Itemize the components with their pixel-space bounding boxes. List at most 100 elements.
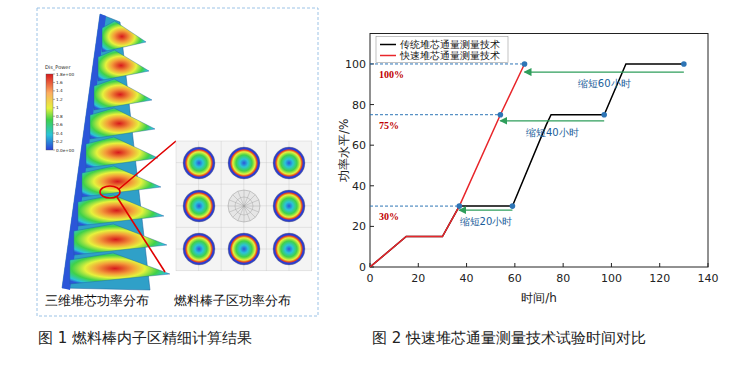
key-point xyxy=(498,112,504,118)
fuel-rod xyxy=(183,190,215,222)
core-slab xyxy=(78,195,164,226)
colorbar-tick xyxy=(53,150,55,151)
key-point xyxy=(510,203,516,209)
key-point xyxy=(601,112,607,118)
colorbar xyxy=(46,74,53,150)
x-tick xyxy=(708,263,709,267)
arrow-label: 缩短60小时 xyxy=(578,78,631,89)
core-slab xyxy=(90,108,155,139)
y-axis-label: 功率水平/% xyxy=(337,119,351,182)
core-slab xyxy=(82,166,161,197)
colorbar-tick-label: 0.8 xyxy=(56,114,63,119)
core-slab xyxy=(102,21,146,52)
colorbar-tick-label: 0.2 xyxy=(56,139,63,144)
reference-label: 75% xyxy=(379,120,399,131)
colorbar-tick-label: 1.4 xyxy=(56,88,63,93)
mesh-line xyxy=(233,206,244,217)
x-tick-label: 120 xyxy=(649,272,670,285)
core-slab xyxy=(98,50,149,81)
arrow-label: 缩短40小时 xyxy=(526,127,579,138)
panel-label: 三维堆芯功率分布 xyxy=(45,293,149,308)
colorbar-tick xyxy=(53,141,55,142)
key-point xyxy=(681,61,687,67)
colorbar-tick-label: 0.6 xyxy=(56,122,63,127)
fuel-rod xyxy=(273,233,305,265)
caption: 图 2 快速堆芯通量测量技术试验时间对比 xyxy=(372,329,646,347)
x-tick xyxy=(563,263,564,267)
core-slab xyxy=(94,79,152,110)
colorbar-tick-label: 1.8e+00 xyxy=(56,72,74,77)
inset xyxy=(176,141,312,271)
reference-label: 100% xyxy=(379,69,404,80)
x-tick-label: 40 xyxy=(460,272,474,285)
panel-border xyxy=(37,8,318,316)
colorbar-tick xyxy=(53,133,55,134)
y-tick xyxy=(370,226,374,227)
caption: 图 1 燃料棒内子区精细计算结果 xyxy=(38,329,252,347)
y-tick-label: 40 xyxy=(352,180,366,193)
guide-tube xyxy=(228,190,260,222)
legend xyxy=(376,37,508,63)
colorbar-title: Dis_Power xyxy=(45,64,71,71)
key-point xyxy=(522,61,528,67)
series-line xyxy=(370,64,684,267)
colorbar-tick xyxy=(53,82,55,83)
x-tick xyxy=(418,263,419,267)
colorbar-tick-label: 1 xyxy=(56,105,59,110)
mesh-line xyxy=(266,141,267,271)
fuel-rod xyxy=(273,147,305,179)
x-tick-label: 80 xyxy=(556,272,570,285)
mesh-line xyxy=(228,206,244,207)
highlight-ellipse xyxy=(100,186,120,198)
mesh-line xyxy=(244,206,255,217)
x-tick xyxy=(514,263,515,267)
y-tick-label: 0 xyxy=(359,261,366,274)
plot-area xyxy=(370,61,687,267)
reference-line xyxy=(370,206,459,207)
arrow xyxy=(500,120,604,121)
legend-swatch xyxy=(380,44,396,46)
colorbar-tick xyxy=(53,74,55,75)
mesh-line xyxy=(244,206,260,207)
fuel-rod xyxy=(228,233,260,265)
x-tick-label: 0 xyxy=(367,272,374,285)
mesh-line xyxy=(244,190,245,206)
y-tick-label: 20 xyxy=(352,220,366,233)
y-tick xyxy=(370,104,374,105)
x-tick-label: 100 xyxy=(601,272,622,285)
colorbar-tick xyxy=(53,124,55,125)
colorbar-tick xyxy=(53,107,55,108)
mesh-line xyxy=(176,270,312,271)
legend-label: 传统堆芯通量测量技术 xyxy=(400,39,500,50)
mesh-line xyxy=(311,141,312,271)
colorbar-tick-label: 0.0e+00 xyxy=(56,148,74,153)
core-slab xyxy=(74,224,167,255)
y-tick-label: 80 xyxy=(352,99,366,112)
reference-label: 30% xyxy=(379,211,399,222)
colorbar-tick-label: 1.2 xyxy=(56,97,63,102)
x-tick xyxy=(659,263,660,267)
fuel-rod xyxy=(273,190,305,222)
pointer-line xyxy=(117,197,165,272)
fuel-rod xyxy=(228,147,260,179)
colorbar-tick xyxy=(53,116,55,117)
y-tick xyxy=(370,145,374,146)
page: Dis_Power1.8e+00 1.6 1.4 1.2 1 0.8 0.6 0.4 0.2 0.… xyxy=(0,0,735,365)
mesh-line xyxy=(244,195,255,206)
pointer-line xyxy=(119,141,176,189)
reference-line xyxy=(370,63,525,64)
reference-line xyxy=(370,114,500,115)
colorbar-tick-label: 0.4 xyxy=(56,131,63,136)
arrow-label: 缩短20小时 xyxy=(460,216,513,227)
legend-label: 快速堆芯通量测量技术 xyxy=(399,50,500,61)
plot-frame xyxy=(370,34,708,268)
y-tick-label: 100 xyxy=(345,58,366,71)
arrow xyxy=(525,71,684,72)
x-tick xyxy=(611,263,612,267)
colorbar-tick xyxy=(53,90,55,91)
colorbar-tick xyxy=(53,99,55,100)
series-line xyxy=(370,64,525,267)
colorbar-tick-label: 1.6 xyxy=(56,80,63,85)
x-tick xyxy=(466,263,467,267)
x-tick-label: 20 xyxy=(411,272,425,285)
